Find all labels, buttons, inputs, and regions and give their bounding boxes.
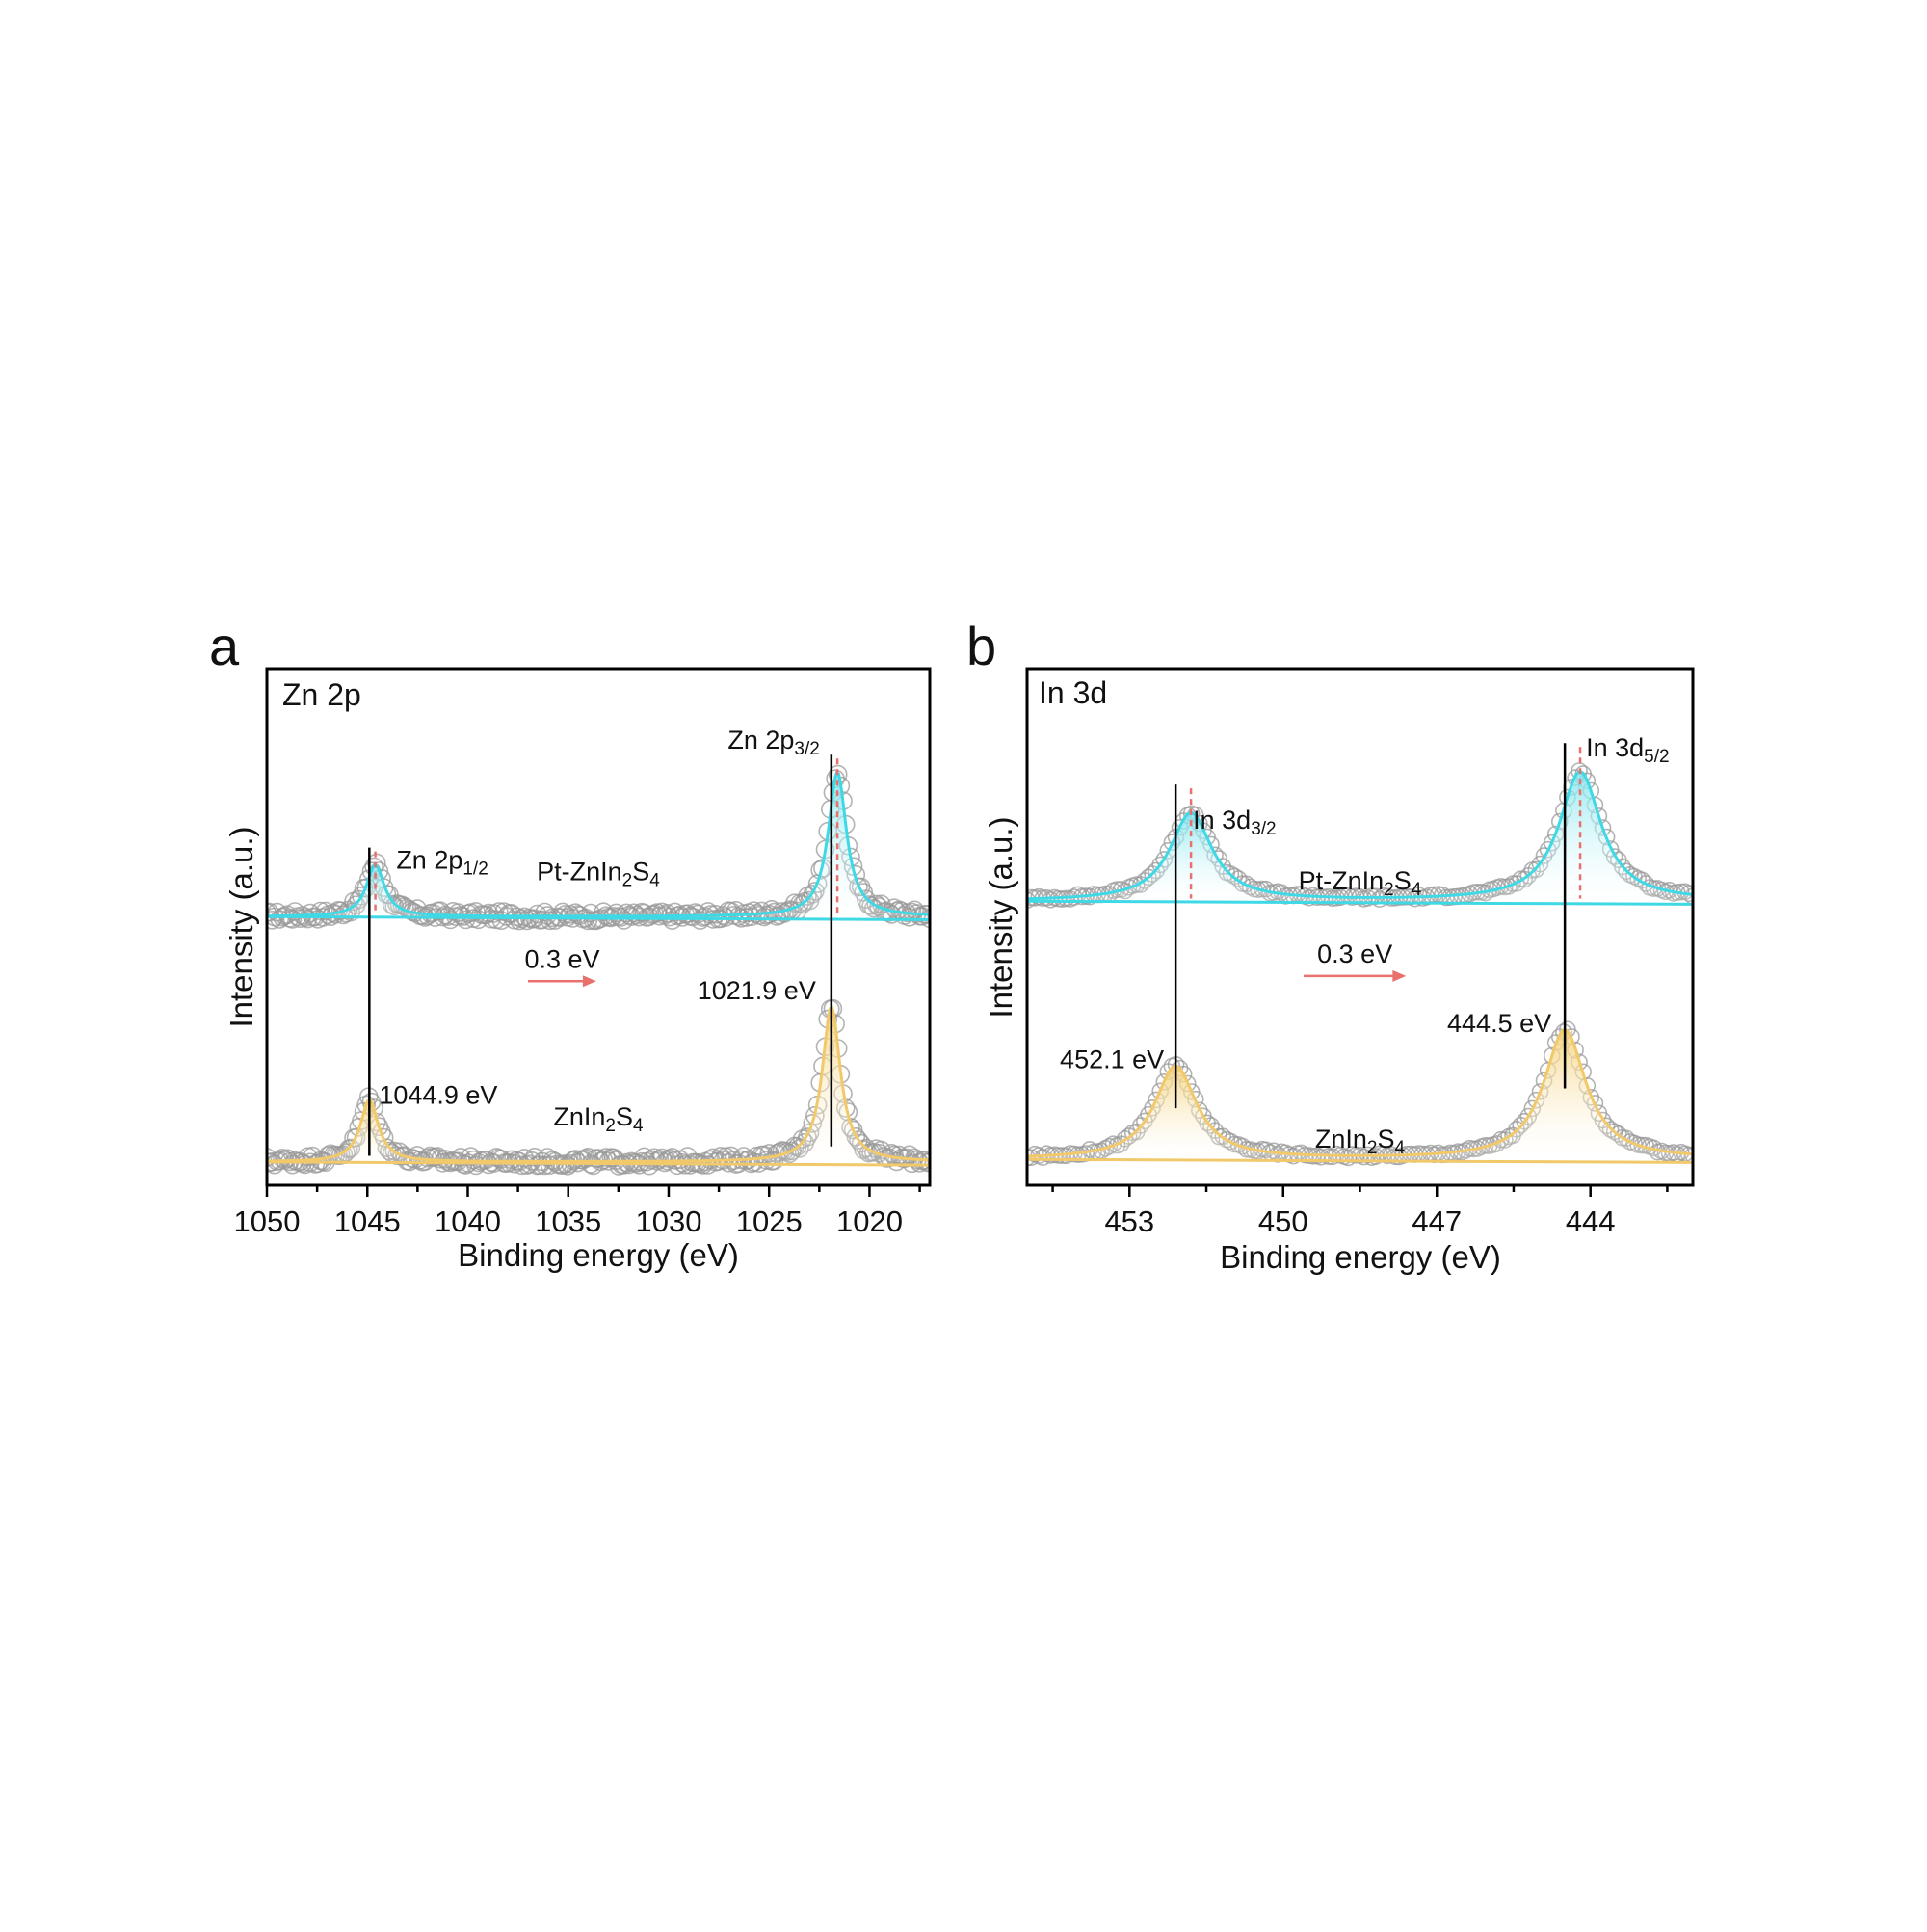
panel-a-x-ticks: 1050 1045 1040 1035 1030 1025 1020 (234, 1185, 921, 1238)
x-tick-label: 1020 (836, 1204, 903, 1238)
raw-data-point (677, 904, 698, 924)
x-tick-label: 453 (1104, 1204, 1154, 1238)
raw-data-point (649, 1150, 670, 1169)
peak-name-label: In 3d3/2 (1193, 806, 1276, 839)
raw-data-point (920, 1152, 930, 1172)
panel-b-fit-curves (1027, 770, 1693, 1164)
peak-name-label: Zn 2p3/2 (727, 726, 819, 759)
x-tick-label: 450 (1258, 1204, 1308, 1238)
series-label: ZnIn2S4 (553, 1102, 644, 1136)
panel-a: a Zn 2p 1050 1045 1040 1035 1030 1025 1020 Bin… (209, 616, 932, 1273)
shift-arrow-head (1392, 969, 1407, 982)
raw-data-point (754, 907, 774, 927)
peak-component-fill (1027, 813, 1371, 902)
envelope-fit-line (1027, 770, 1693, 901)
raw-data-point (578, 911, 598, 931)
panel-b-y-axis-label: Intensity (a.u.) (983, 816, 1018, 1018)
panel-b-plot-area (1027, 762, 1693, 1167)
series-label: Pt-ZnIn2S4 (537, 857, 660, 890)
x-tick-label: 1045 (334, 1204, 401, 1238)
peak-energy-label: 444.5 eV (1447, 1009, 1551, 1038)
envelope-fit-line (267, 1005, 930, 1163)
panel-a-annotations: Pt-ZnIn2S4 ZnIn2S4 Zn 2p1/2 1044.9 eV Zn 2p3… (368, 726, 839, 1156)
peak-name-label: In 3d5/2 (1586, 733, 1669, 767)
x-tick-label: 1040 (435, 1204, 501, 1238)
shift-arrow-head (582, 975, 596, 988)
x-tick-label: 1030 (635, 1204, 701, 1238)
raw-data-point (316, 901, 335, 921)
envelope-fit-line (267, 769, 930, 918)
peak-component-fill (1027, 1066, 1356, 1160)
panel-b-letter: b (966, 616, 996, 676)
envelope-fit-line (1027, 1028, 1693, 1158)
peak-energy-label: 1021.9 eV (698, 976, 816, 1005)
series-label: Pt-ZnIn2S4 (1299, 866, 1422, 900)
panel-a-title: Zn 2p (282, 677, 361, 712)
raw-data-point (510, 911, 529, 931)
panel-b: b In 3d 453 450 447 444 Binding energy (eV)… (966, 616, 1695, 1275)
peak-component-fill (1401, 772, 1693, 902)
background-line (1027, 1157, 1693, 1164)
shift-value-label: 0.3 eV (524, 944, 599, 973)
panel-b-x-ticks: 453 450 447 444 (1051, 1185, 1669, 1238)
peak-energy-label: 452.1 eV (1060, 1045, 1164, 1074)
raw-data-point (670, 1150, 690, 1170)
background-line (267, 914, 930, 921)
series-label: ZnIn2S4 (1315, 1125, 1406, 1158)
x-tick-label: 1035 (535, 1204, 601, 1238)
x-tick-label: 447 (1412, 1204, 1462, 1238)
x-tick-label: 1050 (234, 1204, 301, 1238)
panel-a-x-axis-label: Binding energy (eV) (458, 1237, 739, 1273)
raw-data-point (267, 902, 279, 922)
panel-b-annotations: Pt-ZnIn2S4 ZnIn2S4 In 3d3/2 452.1 eV In 3d5/… (1060, 733, 1670, 1158)
shift-value-label: 0.3 eV (1317, 940, 1392, 968)
panel-a-frame (265, 667, 932, 1187)
background-line (1027, 899, 1693, 906)
peak-component-fill (298, 864, 453, 917)
raw-data-point (440, 910, 461, 930)
panel-a-letter: a (209, 616, 240, 676)
peak-energy-label: 1044.9 eV (379, 1081, 497, 1110)
raw-data-point (553, 902, 572, 922)
peak-name-label: Zn 2p1/2 (396, 846, 488, 880)
panel-b-title: In 3d (1039, 675, 1107, 710)
panel-a-y-axis-label: Intensity (a.u.) (224, 826, 259, 1027)
panel-b-x-axis-label: Binding energy (eV) (1220, 1239, 1501, 1275)
x-tick-label: 444 (1566, 1204, 1616, 1238)
x-tick-label: 1025 (736, 1204, 803, 1238)
background-line (267, 1160, 930, 1167)
